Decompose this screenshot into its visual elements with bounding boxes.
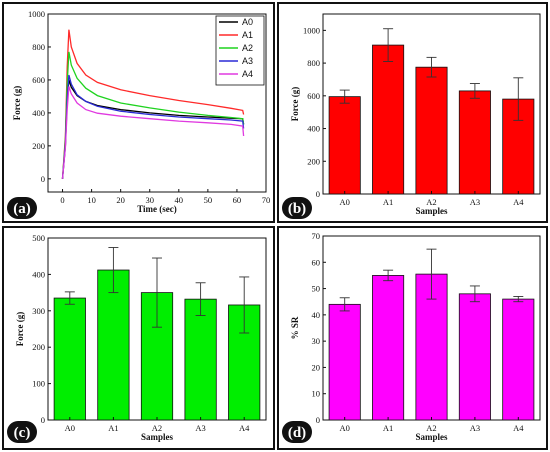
y-tick-label: 0 — [316, 415, 320, 425]
y-tick-label: 400 — [32, 269, 45, 279]
x-tick-label: A4 — [513, 197, 524, 207]
legend-label-a3: A3 — [242, 56, 253, 66]
x-tick-label: A0 — [65, 423, 75, 433]
bar-a0 — [328, 303, 361, 421]
x-tick-label: 60 — [233, 195, 242, 205]
y-tick-label: 1000 — [303, 25, 320, 35]
bar-a3 — [184, 298, 217, 421]
y-tick-label: 800 — [307, 58, 320, 68]
y-tick-label: 30 — [312, 336, 321, 346]
series-line-a3 — [61, 74, 245, 179]
y-tick-label: 200 — [307, 156, 320, 166]
x-tick-label: A0 — [340, 423, 350, 433]
x-tick-label: A4 — [513, 423, 524, 433]
y-axis-label: Force (g) — [290, 87, 300, 122]
y-tick-label: 100 — [32, 379, 45, 389]
y-tick-label: 60 — [312, 257, 321, 267]
x-tick-label: A3 — [470, 197, 480, 207]
y-tick-label: 300 — [32, 306, 45, 316]
legend-label-a4: A4 — [242, 69, 253, 79]
y-tick-label: 600 — [307, 91, 320, 101]
chart-a-svg: 0 200 400 600 800 1000 Force (g) Time (sec) 0 10 2… — [7, 9, 271, 219]
panel-a-force-time-curves: 0 200 400 600 800 1000 Force (g) Time (sec) 0 10 2… — [2, 2, 275, 223]
bar-a2 — [415, 66, 448, 195]
y-tick-label: 70 — [312, 231, 321, 241]
panel-c-force-bars: 0 100 200 300 400 500 Force (g) Samples A0 A1 A2 A3… — [2, 226, 275, 450]
x-tick-label: 70 — [262, 195, 271, 205]
y-tick-label: 10 — [312, 389, 321, 399]
y-tick-label: 800 — [32, 42, 45, 52]
chart-b-svg: 0 200 400 600 800 1000 Force (g) Samples A0 A1 A2 A… — [282, 13, 541, 219]
series-line-a4 — [61, 86, 245, 179]
x-tick-label: A2 — [426, 423, 436, 433]
y-tick-label: 400 — [32, 108, 45, 118]
x-tick-label: 40 — [175, 195, 184, 205]
bar-a3 — [458, 293, 491, 421]
x-tick-label: A1 — [108, 423, 118, 433]
bar-a0 — [53, 297, 86, 421]
y-tick-label: 0 — [316, 189, 320, 199]
bar-a1 — [372, 275, 405, 421]
panel-label: (b) — [288, 201, 306, 217]
series-line-a0 — [61, 79, 245, 179]
x-tick-label: A2 — [152, 423, 162, 433]
panel-label-badge — [282, 197, 312, 219]
y-tick-label: 200 — [32, 342, 45, 352]
x-tick-label: A0 — [340, 197, 350, 207]
y-tick-label: 1000 — [28, 9, 45, 19]
x-tick-label: A1 — [383, 197, 393, 207]
y-tick-label: 20 — [312, 362, 321, 372]
bar-a4 — [502, 298, 535, 421]
y-axis-label: % SR — [290, 316, 300, 339]
y-tick-label: 0 — [41, 174, 45, 184]
y-tick-label: 200 — [32, 141, 45, 151]
y-tick-label: 50 — [312, 284, 321, 294]
x-axis-label: Samples — [141, 432, 174, 442]
bar-a1 — [372, 44, 405, 195]
x-tick-label: A4 — [239, 423, 250, 433]
x-tick-label: A3 — [470, 423, 480, 433]
chart-d-svg: 0 10 20 30 40 50 60 70 % SR Samples A0 A1 A2 A3 A4 (d) — [282, 231, 541, 443]
legend-label-a0: A0 — [242, 17, 253, 27]
legend-label-a1: A1 — [242, 30, 253, 40]
y-axis-label: Force (g) — [15, 312, 25, 347]
plot-frame — [47, 13, 267, 193]
panel-label-badge — [7, 197, 37, 219]
x-tick-label: 20 — [116, 195, 125, 205]
panel-b-peak-force-bars: 0 200 400 600 800 1000 Force (g) Samples A0 A1 A2 A… — [277, 2, 548, 223]
x-axis-label: Samples — [415, 206, 448, 216]
x-tick-label: A1 — [383, 423, 393, 433]
x-tick-label: 50 — [204, 195, 213, 205]
bar-a0 — [328, 96, 361, 195]
x-tick-label: 10 — [87, 195, 96, 205]
y-tick-label: 400 — [307, 124, 320, 134]
series-line-a2 — [61, 51, 245, 179]
bar-a1 — [97, 269, 130, 421]
x-axis-label: Samples — [415, 432, 448, 442]
x-tick-label: A3 — [195, 423, 205, 433]
panel-label: (d) — [288, 425, 306, 441]
x-axis-label: Time (sec) — [137, 204, 177, 214]
panel-label-badge — [282, 421, 312, 443]
y-tick-label: 600 — [32, 75, 45, 85]
y-tick-label: 40 — [312, 310, 321, 320]
panel-d-sr-bars: 0 10 20 30 40 50 60 70 % SR Samples A0 A1 A2 A3 A4 (d) — [277, 226, 548, 450]
y-tick-label: 0 — [41, 415, 45, 425]
panel-label-badge — [7, 421, 37, 443]
bar-a3 — [458, 90, 491, 195]
legend-label-a2: A2 — [242, 43, 253, 53]
x-tick-label: 30 — [145, 195, 154, 205]
panel-label: (a) — [13, 201, 31, 217]
y-tick-label: 500 — [32, 233, 45, 243]
chart-c-svg: 0 100 200 300 400 500 Force (g) Samples A0 A1 A2 A3… — [7, 233, 267, 443]
x-tick-label: A2 — [426, 197, 436, 207]
x-tick-label: 0 — [60, 195, 64, 205]
y-axis-label: Force (g) — [12, 86, 22, 121]
panel-label: (c) — [14, 425, 31, 441]
series-line-a1 — [61, 29, 245, 179]
